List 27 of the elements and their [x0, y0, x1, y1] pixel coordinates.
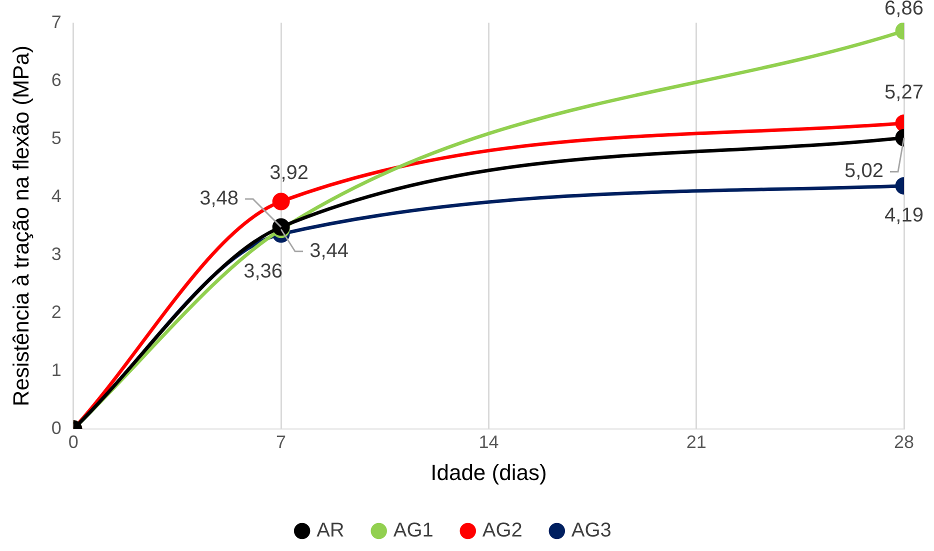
data-label: 5,02: [844, 160, 884, 182]
legend-label: AG3: [571, 520, 612, 542]
data-label: 5,27: [884, 82, 924, 104]
legend-label: AG2: [482, 520, 522, 542]
data-label: 6,86: [884, 0, 924, 20]
y-tick-label: 2: [51, 302, 62, 322]
y-tick-label: 1: [51, 360, 62, 380]
data-label: 3,92: [270, 162, 309, 184]
x-tick-label: 21: [686, 432, 706, 452]
legend-label: AG1: [393, 520, 434, 542]
data-label: 4,19: [884, 204, 924, 226]
y-tick-label: 4: [51, 186, 62, 206]
data-label: 3,48: [200, 188, 239, 210]
y-tick-label: 0: [51, 418, 62, 438]
x-tick-label: 14: [478, 432, 499, 452]
y-tick-label: 5: [51, 128, 62, 148]
y-tick-label: 3: [51, 244, 62, 264]
legend-label: AR: [316, 520, 344, 542]
data-label: 3,44: [310, 240, 349, 262]
x-tick-label: 28: [894, 432, 914, 452]
y-tick-label: 6: [51, 70, 62, 90]
x-tick-label: 0: [68, 432, 78, 452]
y-tick-label: 7: [51, 12, 62, 32]
x-tick-label: 7: [276, 432, 286, 452]
x-axis-title: Idade (dias): [430, 460, 547, 485]
data-label: 3,36: [244, 260, 283, 283]
y-axis-title: Resistência à tração na flexão (MPa): [8, 46, 34, 406]
